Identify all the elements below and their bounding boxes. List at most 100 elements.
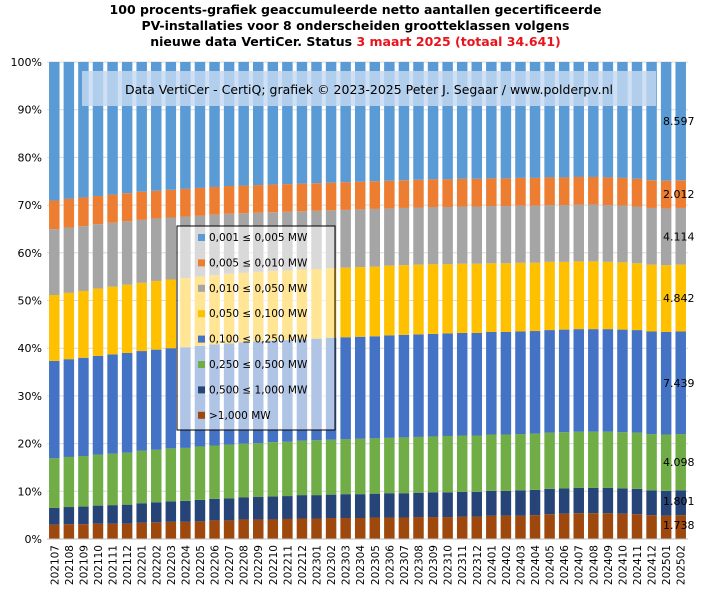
watermark-text: Data VertiCer - CertiQ; grafiek © 2023-2… xyxy=(125,82,613,97)
bar-segment xyxy=(573,431,584,488)
legend-swatch xyxy=(198,234,205,241)
bar-segment xyxy=(209,62,220,187)
chart-title: 100 procents-grafiek geaccumuleerde nett… xyxy=(0,2,711,50)
bar-segment xyxy=(252,62,264,186)
bar-segment xyxy=(471,178,483,207)
bar-segment xyxy=(602,431,614,488)
bar-segment xyxy=(529,331,541,434)
legend-swatch xyxy=(198,361,205,368)
bar-segment xyxy=(165,521,177,539)
bar-segment xyxy=(63,292,75,360)
bar-segment xyxy=(92,523,104,539)
bar-segment xyxy=(660,434,672,491)
bar-segment xyxy=(311,495,322,519)
bar-segment xyxy=(573,329,584,432)
bar-segment xyxy=(282,496,293,519)
title-line-3-prefix: nieuwe data VertiCer. Status xyxy=(150,34,357,49)
bar-segment xyxy=(180,188,191,217)
bar-segment xyxy=(471,491,483,517)
bar-segment xyxy=(398,180,410,208)
bar-segment xyxy=(588,62,599,177)
x-tick-label: 202307 xyxy=(399,545,411,585)
bar-segment xyxy=(631,488,643,515)
title-total: (totaal 34.641) xyxy=(455,34,561,49)
bar-segment xyxy=(558,329,570,433)
bar-segment xyxy=(369,208,381,267)
bar-segment xyxy=(588,487,599,514)
watermark: Data VertiCer - CertiQ; grafiek © 2023-2… xyxy=(82,71,656,106)
bar-segment xyxy=(573,176,584,205)
x-tick-label: 202204 xyxy=(180,545,192,585)
bar-segment xyxy=(486,515,497,539)
bar-segment xyxy=(631,178,643,207)
bar-segment xyxy=(602,513,614,539)
data-label: 2.012 xyxy=(663,188,695,201)
bar-segment xyxy=(544,514,555,539)
bar-segment xyxy=(151,449,162,503)
bar-segment xyxy=(486,434,497,491)
bar-segment xyxy=(136,503,147,523)
bar-segment xyxy=(136,450,147,504)
bar-segment xyxy=(325,494,337,519)
bar-segment xyxy=(78,506,89,525)
x-tick-label: 202205 xyxy=(195,545,207,585)
bar-segment xyxy=(413,334,424,437)
bar-segment xyxy=(427,517,439,539)
x-tick-label: 202401 xyxy=(486,545,498,585)
bar-segment xyxy=(282,518,293,539)
bar-segment xyxy=(107,62,118,195)
bar-segment xyxy=(354,336,366,439)
y-tick-label: 40% xyxy=(18,342,42,355)
bar-segment xyxy=(617,329,628,433)
bar-segment xyxy=(107,286,118,355)
x-tick-label: 202209 xyxy=(253,545,265,585)
bar-segment xyxy=(107,453,118,506)
bar-segment xyxy=(267,442,279,497)
legend-swatch xyxy=(198,284,205,292)
bar-segment xyxy=(631,263,643,331)
bar-segment xyxy=(92,196,104,225)
bar-segment xyxy=(617,177,628,206)
bar-segment xyxy=(602,261,614,330)
bar-segment xyxy=(398,493,410,518)
bar-segment xyxy=(500,206,512,264)
bar-segment xyxy=(340,209,351,268)
x-tick-label: 202409 xyxy=(603,545,615,585)
bar-segment xyxy=(282,62,293,185)
legend-label: 0,100 ≤ 0,250 MW xyxy=(209,334,308,346)
bar-segment xyxy=(238,497,249,520)
x-tick-label: 202212 xyxy=(297,545,309,585)
bar-segment xyxy=(544,261,555,331)
bar-segment xyxy=(602,487,614,514)
bar-segment xyxy=(675,515,686,539)
legend-swatch xyxy=(198,411,205,419)
bar-segment xyxy=(296,183,308,212)
bar-segment xyxy=(209,498,220,521)
watermark-box xyxy=(82,71,656,106)
bar-segment xyxy=(151,62,162,191)
bar-segment xyxy=(92,454,104,506)
bar-segment xyxy=(121,452,133,505)
bar-segment xyxy=(427,333,439,437)
x-tick-label: 202206 xyxy=(210,545,222,585)
bar-segment xyxy=(369,517,381,539)
legend-label: 0,250 ≤ 0,500 MW xyxy=(209,359,308,371)
bar-segment xyxy=(311,440,322,496)
bar-segment xyxy=(92,288,104,356)
bar-segment xyxy=(107,354,118,454)
x-tick-label: 202208 xyxy=(239,545,251,585)
bar-segment xyxy=(180,500,191,522)
bar-segment xyxy=(49,295,60,361)
bar-segment xyxy=(646,331,657,435)
x-tick-label: 202112 xyxy=(122,545,134,585)
bar-segment xyxy=(165,217,177,280)
y-axis-ticks: 0% 10% 20% 30% 40% 50% 60% 70% 80% 90% 100% xyxy=(11,56,42,546)
bar-segment xyxy=(660,331,672,435)
bar-segment xyxy=(544,488,555,515)
bar-segment xyxy=(354,518,366,539)
bar-segment xyxy=(238,62,249,186)
bar-segment xyxy=(49,458,60,508)
bar-segment xyxy=(529,515,541,539)
bar-segment xyxy=(384,335,395,438)
x-tick-label: 202305 xyxy=(370,545,382,585)
